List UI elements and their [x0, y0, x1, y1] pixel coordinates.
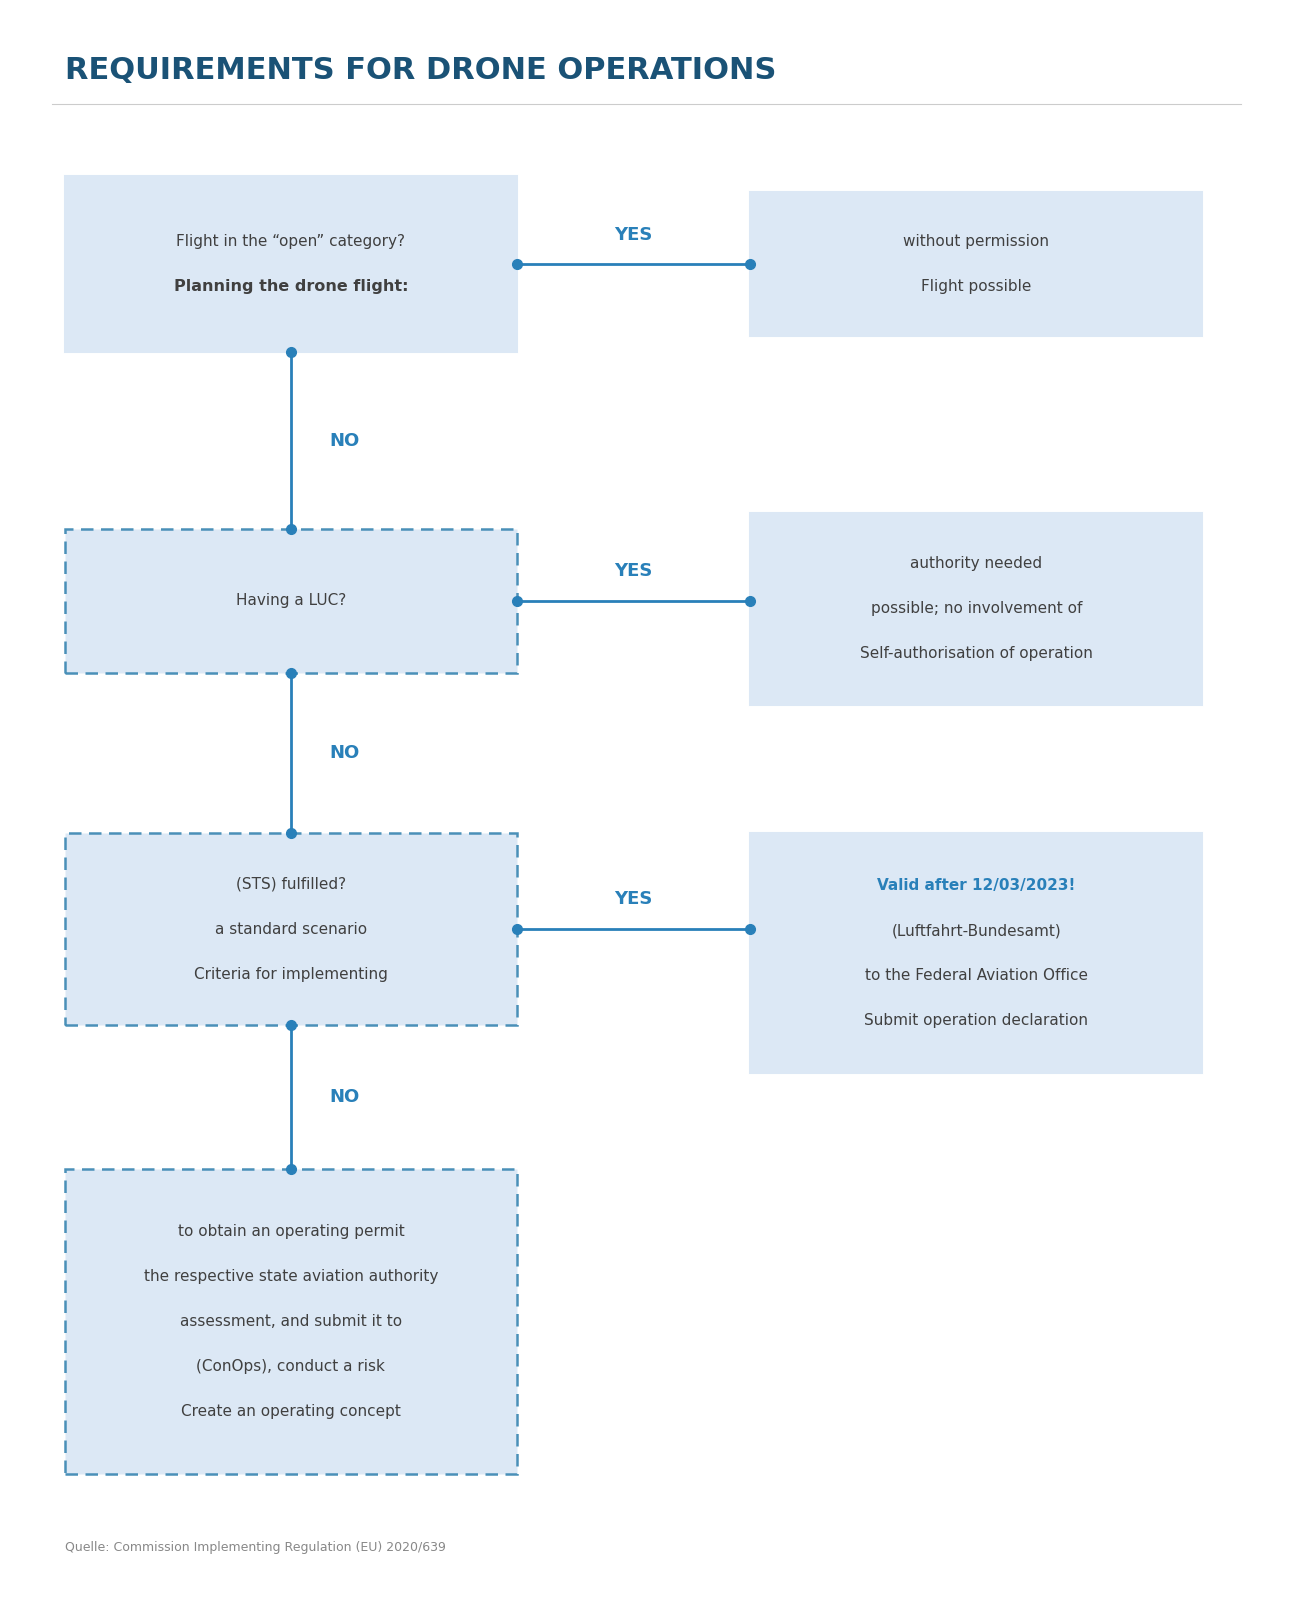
Text: authority needed: authority needed — [910, 556, 1042, 572]
Text: Having a LUC?: Having a LUC? — [235, 593, 347, 609]
Text: (Luftfahrt-Bundesamt): (Luftfahrt-Bundesamt) — [891, 923, 1062, 939]
Text: Flight possible: Flight possible — [921, 279, 1032, 295]
Text: REQUIREMENTS FOR DRONE OPERATIONS: REQUIREMENTS FOR DRONE OPERATIONS — [65, 56, 776, 85]
Text: a standard scenario: a standard scenario — [215, 921, 367, 937]
FancyBboxPatch shape — [750, 833, 1202, 1073]
Text: Planning the drone flight:: Planning the drone flight: — [173, 279, 409, 295]
Text: possible; no involvement of: possible; no involvement of — [870, 601, 1082, 617]
Text: Criteria for implementing: Criteria for implementing — [194, 966, 388, 982]
Text: Quelle: Commission Implementing Regulation (EU) 2020/639: Quelle: Commission Implementing Regulati… — [65, 1541, 446, 1554]
FancyBboxPatch shape — [750, 513, 1202, 705]
Text: NO: NO — [330, 431, 359, 450]
Text: Flight in the “open” category?: Flight in the “open” category? — [176, 234, 406, 250]
Text: Self-authorisation of operation: Self-authorisation of operation — [860, 646, 1093, 662]
Text: to obtain an operating permit: to obtain an operating permit — [177, 1224, 405, 1240]
FancyBboxPatch shape — [65, 529, 517, 673]
FancyBboxPatch shape — [65, 176, 517, 352]
Text: assessment, and submit it to: assessment, and submit it to — [180, 1314, 402, 1330]
Text: YES: YES — [614, 891, 653, 908]
FancyBboxPatch shape — [65, 1169, 517, 1474]
Text: (ConOps), conduct a risk: (ConOps), conduct a risk — [197, 1358, 385, 1375]
Text: NO: NO — [330, 1088, 359, 1107]
FancyBboxPatch shape — [750, 192, 1202, 336]
Text: Create an operating concept: Create an operating concept — [181, 1403, 401, 1419]
Text: Submit operation declaration: Submit operation declaration — [864, 1012, 1089, 1028]
Text: the respective state aviation authority: the respective state aviation authority — [144, 1269, 438, 1285]
Text: YES: YES — [614, 226, 653, 244]
Text: Valid after 12/03/2023!: Valid after 12/03/2023! — [877, 878, 1076, 894]
Text: without permission: without permission — [904, 234, 1049, 250]
Text: YES: YES — [614, 562, 653, 580]
Text: NO: NO — [330, 743, 359, 763]
FancyBboxPatch shape — [65, 833, 517, 1025]
Text: to the Federal Aviation Office: to the Federal Aviation Office — [865, 968, 1087, 984]
Text: (STS) fulfilled?: (STS) fulfilled? — [235, 876, 347, 892]
